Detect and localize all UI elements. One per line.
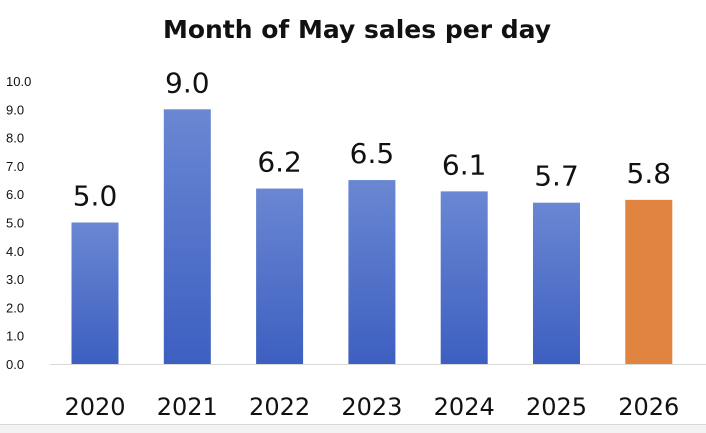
- y-tick-label: 1.0: [6, 329, 24, 344]
- y-axis: 0.0 1.0 2.0 3.0 4.0 5.0 6.0 7.0 8.0 9.0 10.0: [6, 74, 31, 372]
- data-labels: 5.0 9.0 6.2 6.5 6.1 5.7 5.8: [73, 66, 671, 212]
- y-tick-label: 2.0: [6, 300, 24, 315]
- data-label-2020: 5.0: [73, 180, 118, 213]
- bar-2026: [625, 199, 673, 364]
- bars: [71, 109, 673, 364]
- x-tick-label-2020: 2020: [64, 393, 125, 421]
- data-label-2025: 5.7: [534, 160, 579, 193]
- bar-2024: [440, 191, 488, 364]
- y-tick-label: 7.0: [6, 159, 24, 174]
- x-tick-label-2025: 2025: [526, 393, 587, 421]
- x-tick-label-2024: 2024: [434, 393, 495, 421]
- x-tick-label-2023: 2023: [341, 393, 402, 421]
- bar-2023: [348, 180, 396, 364]
- y-tick-label: 9.0: [6, 102, 24, 117]
- data-label-2023: 6.5: [350, 137, 395, 170]
- x-tick-label-2026: 2026: [618, 393, 679, 421]
- y-tick-label: 3.0: [6, 272, 24, 287]
- data-label-2021: 9.0: [165, 66, 210, 99]
- x-axis: 2020 2021 2022 2023 2024 2025 2026: [50, 364, 706, 421]
- chart-title: Month of May sales per day: [163, 15, 551, 44]
- data-label-2022: 6.2: [257, 146, 302, 179]
- y-tick-label: 4.0: [6, 244, 24, 259]
- x-tick-label-2022: 2022: [249, 393, 310, 421]
- y-tick-label: 10.0: [6, 74, 31, 89]
- y-tick-label: 0.0: [6, 357, 24, 372]
- bar-2020: [71, 222, 119, 364]
- bar-2022: [256, 188, 304, 364]
- x-tick-label-2021: 2021: [157, 393, 218, 421]
- bar-2025: [533, 202, 580, 364]
- y-tick-label: 6.0: [6, 187, 24, 202]
- data-label-2026: 5.8: [627, 157, 672, 190]
- data-label-2024: 6.1: [442, 148, 487, 181]
- bar-2021: [163, 109, 211, 364]
- y-tick-label: 5.0: [6, 216, 24, 231]
- window-bottom-strip: [0, 424, 706, 433]
- y-tick-label: 8.0: [6, 131, 24, 146]
